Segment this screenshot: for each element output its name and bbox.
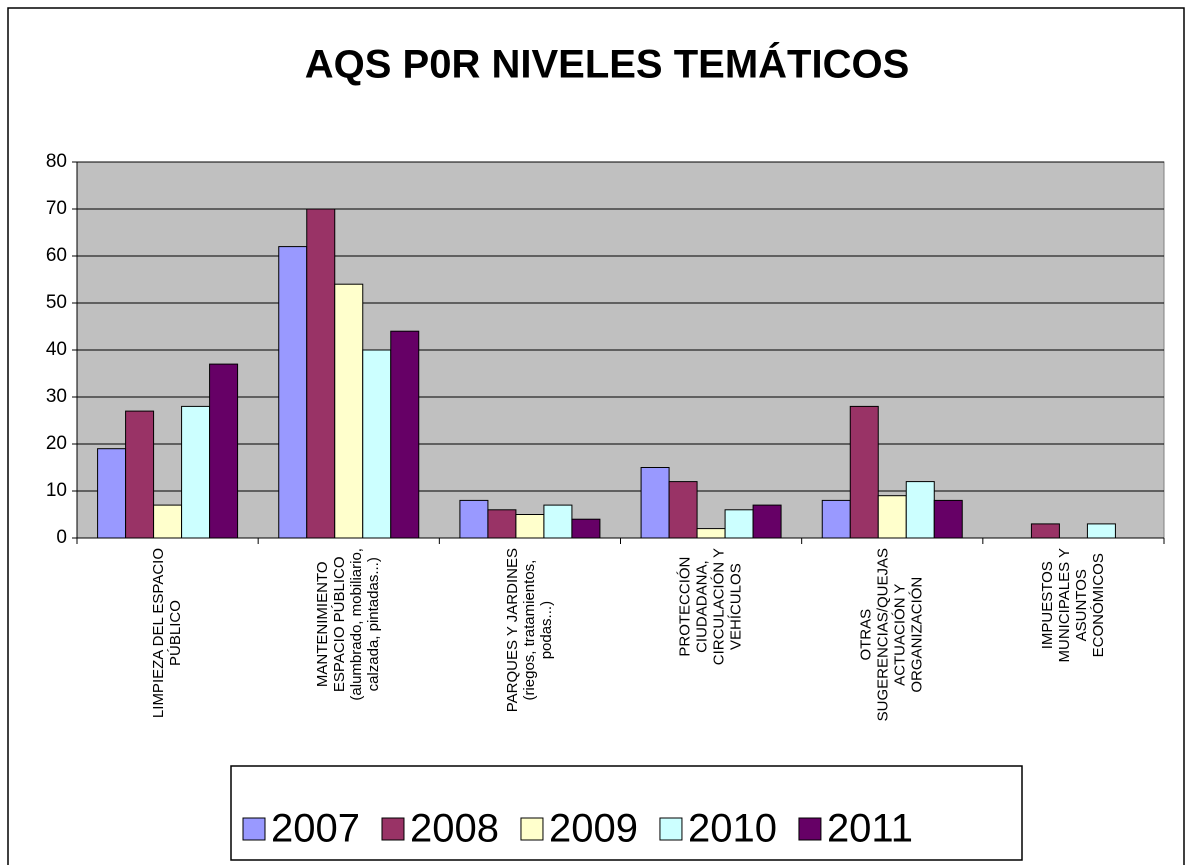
x-tick-label: PROTECCIÓN — [677, 557, 694, 657]
x-tick-label: ECONÓMICOS — [1090, 553, 1107, 657]
y-tick-label: 0 — [56, 527, 67, 548]
x-tick-label: ESPACIO PÚBLICO — [331, 556, 348, 692]
legend-swatch — [659, 817, 683, 841]
bar — [97, 448, 127, 539]
legend-swatch — [798, 817, 822, 841]
bar — [459, 499, 489, 539]
bar — [515, 514, 545, 539]
bar — [390, 330, 420, 539]
legend-box — [230, 765, 1023, 861]
legend-label: 2009 — [549, 807, 638, 851]
x-tick-label: SUGERENCIAS/QUEJAS — [875, 548, 892, 721]
bar — [752, 504, 782, 539]
x-tick-label: (alumbrado, mobiliario, — [348, 548, 365, 701]
x-tick-label: OTRAS — [858, 609, 875, 661]
x-tick-label: CIUDADANA, — [694, 560, 711, 653]
bar — [571, 518, 601, 539]
y-tick-label: 10 — [46, 480, 67, 501]
bar — [877, 495, 907, 539]
bar — [849, 405, 879, 539]
bar — [640, 467, 670, 539]
x-tick-label: ACTUACIÓN Y — [892, 584, 909, 686]
x-tick-label: LIMPIEZA DEL ESPACIO — [150, 548, 167, 718]
bar — [905, 481, 935, 539]
bar — [1030, 523, 1060, 539]
bar — [543, 504, 573, 539]
bar — [181, 405, 211, 539]
bar — [1086, 523, 1116, 539]
x-tick-label: ASUNTOS — [1073, 569, 1090, 641]
bar — [306, 208, 336, 539]
chart-title: AQS P0R NIVELES TEMÁTICOS — [305, 42, 910, 87]
x-tick-label: CIRCULACIÓN Y — [711, 548, 728, 665]
bar — [933, 499, 963, 539]
bar — [362, 349, 392, 539]
bar — [125, 410, 155, 539]
bar — [696, 528, 726, 539]
legend-label: 2010 — [688, 807, 777, 851]
x-tick-label: ORGANIZACIÓN — [909, 577, 926, 693]
bar — [724, 509, 754, 539]
bar — [209, 363, 239, 539]
y-tick-label: 60 — [46, 245, 67, 266]
x-tick-label: IMPUESTOS — [1039, 561, 1056, 649]
bar — [487, 509, 517, 539]
y-tick-label: 70 — [46, 198, 67, 219]
bar — [278, 246, 308, 539]
y-tick-label: 40 — [46, 339, 67, 360]
legend-swatch — [242, 817, 266, 841]
x-tick-label: PARQUES Y JARDINES — [504, 548, 521, 712]
bar — [334, 283, 364, 539]
x-tick-label: MUNICIPALES Y — [1056, 548, 1073, 662]
x-tick-label: (riegos, tratamientos, — [521, 560, 538, 701]
y-tick-label: 30 — [46, 386, 67, 407]
legend-label: 2007 — [271, 807, 360, 851]
bar — [153, 504, 183, 539]
bar — [668, 481, 698, 539]
y-tick-label: 80 — [46, 151, 67, 172]
bar — [821, 499, 851, 539]
legend-label: 2008 — [410, 807, 499, 851]
x-tick-label: VEHÍCULOS — [728, 563, 745, 650]
y-tick-label: 20 — [46, 433, 67, 454]
legend-label: 2011 — [827, 807, 913, 851]
x-tick-label: podas...) — [538, 601, 555, 659]
legend-swatch — [381, 817, 405, 841]
x-tick-label: calzada, pintadas...) — [365, 557, 382, 691]
legend-swatch — [520, 817, 544, 841]
x-tick-label: PÚBLICO — [167, 600, 184, 666]
x-tick-label: MANTENIMIENTO — [314, 562, 331, 688]
y-tick-label: 50 — [46, 292, 67, 313]
